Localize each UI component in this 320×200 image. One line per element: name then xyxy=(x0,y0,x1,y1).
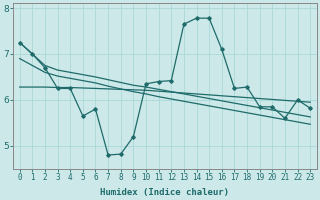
X-axis label: Humidex (Indice chaleur): Humidex (Indice chaleur) xyxy=(100,188,229,197)
